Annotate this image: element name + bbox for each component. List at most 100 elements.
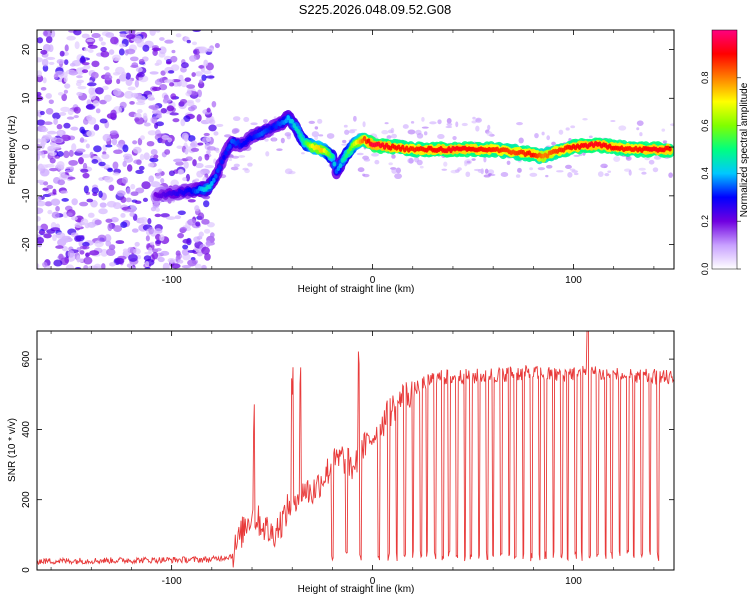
haze-blob [607, 170, 612, 173]
noise-blob [100, 41, 106, 46]
noise-blob [130, 92, 139, 98]
noise-blob [67, 109, 74, 116]
noise-blob [155, 247, 162, 252]
haze-blob [391, 168, 398, 174]
noise-blob [50, 198, 61, 206]
noise-blob [182, 238, 191, 244]
noise-blob [80, 168, 89, 173]
noise-blob [206, 149, 211, 155]
noise-blob [56, 161, 65, 169]
noise-blob [203, 59, 209, 67]
noise-blob [157, 168, 163, 173]
colorbar-ticks: 0.0 0.2 0.4 0.6 0.8 [700, 72, 741, 275]
noise-blob [79, 201, 89, 207]
noise-blob [37, 216, 41, 222]
haze-blob [661, 128, 666, 132]
noise-blob [83, 185, 89, 194]
noise-blob [105, 144, 113, 148]
noise-blob [42, 30, 52, 37]
haze-blob [371, 152, 379, 157]
noise-blob [67, 250, 75, 258]
noise-blob [132, 248, 141, 255]
ridge-blob [284, 118, 288, 124]
noise-blob [122, 144, 129, 153]
noise-blob [167, 257, 176, 263]
haze-blob [237, 155, 246, 158]
noise-blob [197, 142, 204, 146]
noise-blob [201, 74, 207, 81]
noise-blob [121, 71, 127, 80]
haze-blob [356, 152, 364, 156]
noise-blob [146, 140, 155, 147]
haze-blob [464, 161, 468, 167]
haze-blob [384, 122, 389, 125]
y-tick-label: 10 [21, 92, 32, 104]
noise-blob [78, 239, 84, 247]
ridge-blob [222, 154, 226, 160]
haze-blob [465, 171, 471, 178]
snr-frame [36, 330, 675, 571]
noise-blob [158, 46, 167, 55]
haze-blob [669, 123, 674, 127]
noise-blob [80, 154, 91, 158]
noise-blob [155, 207, 161, 212]
noise-blob [201, 264, 207, 269]
noise-blob [128, 253, 138, 262]
noise-blob [77, 85, 87, 90]
noise-blob [37, 111, 41, 117]
noise-blob [194, 205, 200, 212]
y-tick-label: -10 [21, 188, 32, 203]
noise-blob [57, 92, 64, 96]
colorbar: 0.0 0.2 0.4 0.6 0.8 Normalized spectral ampl… [700, 29, 750, 275]
noise-blob [74, 222, 83, 228]
noise-blob [37, 207, 44, 214]
noise-blob [130, 191, 139, 197]
noise-blob [83, 256, 93, 265]
noise-blob [166, 216, 176, 220]
noise-blob [179, 226, 188, 233]
noise-blob [41, 58, 49, 67]
noise-blob [59, 237, 70, 244]
noise-blob [166, 61, 172, 65]
colorbar-gradient [711, 29, 738, 270]
noise-blob [157, 256, 165, 263]
noise-blob [110, 217, 119, 223]
noise-blob [75, 67, 85, 75]
snr-series-line [37, 331, 674, 568]
noise-blob [118, 48, 125, 56]
haze-blob [445, 125, 453, 129]
noise-blob [202, 70, 212, 75]
haze-blob [569, 168, 576, 171]
noise-blob [52, 112, 61, 120]
noise-blob [57, 130, 64, 135]
noise-blob [160, 177, 165, 184]
haze-blob [284, 168, 293, 175]
haze-blob [414, 156, 420, 163]
haze-blob [353, 115, 357, 122]
noise-blob [48, 44, 54, 53]
noise-blob [38, 230, 46, 235]
noise-blob [206, 136, 212, 142]
noise-blob [55, 232, 66, 239]
noise-blob [64, 44, 69, 52]
ridge-blob [290, 118, 294, 124]
haze-blob [644, 156, 650, 161]
noise-blob [81, 62, 90, 66]
noise-blob [126, 187, 131, 195]
noise-blob [100, 46, 107, 52]
snr-y-axis-label: SNR (10 * v/v) [7, 418, 18, 482]
noise-blob [194, 71, 203, 77]
haze-blob [517, 167, 522, 173]
noise-blob [83, 264, 89, 269]
noise-blob [186, 39, 191, 44]
haze-blob [437, 119, 442, 125]
noise-blob [198, 46, 208, 54]
noise-blob [148, 175, 155, 183]
noise-blob [204, 228, 211, 234]
haze-blob [301, 152, 305, 155]
noise-blob [192, 30, 202, 33]
haze-blob [395, 167, 402, 174]
haze-blob [318, 134, 324, 137]
noise-blob [168, 170, 175, 177]
noise-blob [112, 202, 122, 210]
